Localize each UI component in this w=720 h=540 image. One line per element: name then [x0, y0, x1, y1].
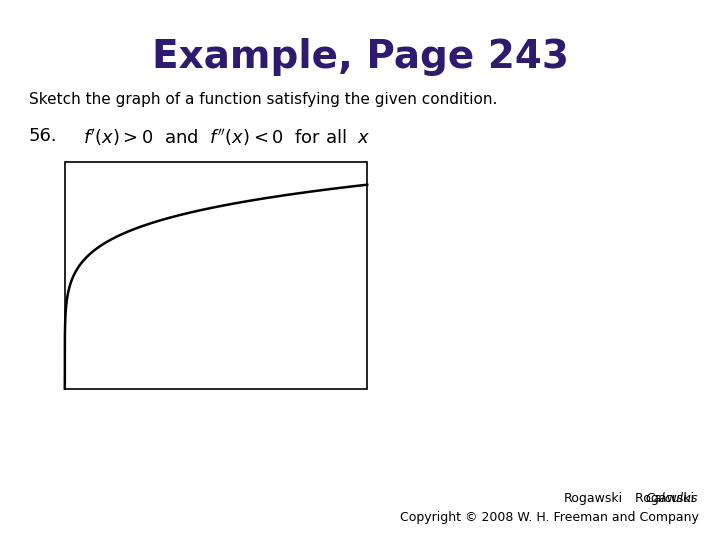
Text: 56.: 56. — [29, 127, 58, 145]
Text: Rogawski: Rogawski — [564, 492, 623, 505]
Text: Copyright © 2008 W. H. Freeman and Company: Copyright © 2008 W. H. Freeman and Compa… — [400, 511, 698, 524]
Text: Rogawski: Rogawski — [635, 492, 698, 505]
Bar — [65, 162, 367, 389]
Text: Example, Page 243: Example, Page 243 — [151, 38, 569, 76]
Text: $f'(x)>0$  and  $f''(x)<0$  for all  $x$: $f'(x)>0$ and $f''(x)<0$ for all $x$ — [83, 127, 370, 148]
Text: Sketch the graph of a function satisfying the given condition.: Sketch the graph of a function satisfyin… — [29, 92, 498, 107]
Text: Calculus: Calculus — [646, 492, 698, 505]
